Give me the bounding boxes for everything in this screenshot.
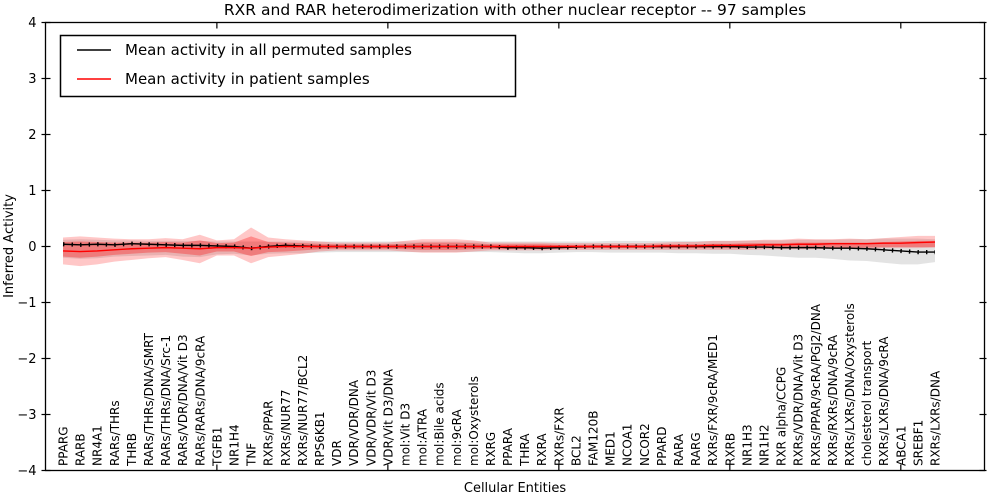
y-tick-label: 4 (28, 16, 36, 31)
x-tick-label: RARG (689, 432, 703, 466)
x-tick-label: RARs/VDR/DNA/Vit D3 (176, 334, 190, 466)
x-tick-label: RARs/RARs/DNA/9cRA (193, 335, 207, 466)
x-tick-label: RXRG (484, 432, 498, 466)
x-tick-label: mol:Oxysterols (467, 376, 481, 466)
x-tick-label: NR1H4 (227, 424, 241, 466)
plot-border (44, 21, 986, 472)
x-tick-label: VDR/Vit D3/DNA (381, 368, 395, 466)
x-tick-label: RPS6KB1 (313, 411, 327, 466)
x-tick-label: TGFB1 (210, 427, 224, 467)
x-tick-label: RXR alpha/CCPG (775, 367, 789, 466)
x-tick-label: RARs/THRs/DNA/Src-1 (159, 335, 173, 466)
x-axis-label: Cellular Entities (464, 481, 566, 496)
x-tick-label: RARA (672, 433, 686, 466)
x-tick-label: NCOA1 (621, 424, 635, 466)
y-tick-label: 0 (28, 240, 36, 255)
y-tick-label: −3 (17, 408, 36, 423)
x-tick-label: RXRs/NUR77/BCL2 (296, 355, 310, 466)
x-tick-label: ABCA1 (894, 426, 908, 466)
legend-label-patient: Mean activity in patient samples (125, 70, 370, 88)
x-tick-label: NCOR2 (638, 423, 652, 466)
x-axis-tick-labels: PPARG RARB NR4A1 RARs/THRs THRB RARs/THRs/DNA… (57, 303, 943, 467)
x-tick-label: mol:Bile acids (433, 382, 447, 466)
x-tick-label: RARs/THRs/DNA/SMRT (142, 332, 156, 466)
x-tick-label: mol:ATRA (416, 408, 430, 466)
x-tick-label: VDR/VDR/DNA (347, 379, 361, 466)
y-tick-label: 2 (28, 128, 36, 143)
x-tick-label: RXRs/PPAR (262, 401, 276, 466)
x-tick-label: RXRs/LXRs/DNA (929, 370, 943, 466)
x-tick-label: NR4A1 (91, 425, 105, 466)
legend-label-permuted: Mean activity in all permuted samples (125, 41, 412, 59)
x-tick-label: NR1H3 (740, 424, 754, 466)
x-tick-label: NR1H2 (758, 424, 772, 466)
y-tick-label: −2 (17, 352, 36, 367)
x-tick-label: MED1 (604, 431, 618, 466)
x-tick-label: RXRs/PPAR/9cRA/PGJ2/DNA (809, 303, 823, 466)
legend-box (59, 34, 517, 98)
x-tick-label: THRA (518, 433, 532, 467)
x-tick-label: PPARA (501, 427, 515, 466)
x-tick-label: RXRA (535, 433, 549, 466)
x-tick-label: cholesterol transport (860, 340, 874, 466)
x-tick-label: RXRs/VDR/DNA/Vit D3 (792, 334, 806, 466)
y-axis-label: Inferred Activity (2, 194, 17, 298)
x-tick-label: RXRB (723, 433, 737, 466)
y-tick-label: 1 (28, 184, 36, 199)
x-tick-label: RXRs/NUR77 (279, 389, 293, 466)
x-tick-label: FAM120B (587, 411, 601, 467)
legend: Mean activity in all permuted samples Me… (59, 34, 517, 98)
x-tick-label: BCL2 (569, 435, 583, 466)
x-tick-label: RARs/THRs (108, 400, 122, 466)
x-axis-major-ticks (216, 22, 902, 471)
x-tick-label: VDR/VDR/Vit D3 (364, 370, 378, 466)
y-tick-label: −4 (17, 464, 36, 479)
chart-title: RXR and RAR heterodimerization with othe… (224, 1, 806, 19)
x-tick-label: RXRs/LXRs/DNA/Oxysterols (843, 303, 857, 466)
x-tick-label: PPARD (655, 427, 669, 467)
y-tick-label: 3 (28, 72, 36, 87)
x-tick-label: RXRs/LXRs/DNA/9cRA (877, 336, 891, 466)
x-tick-label: RXRs/FXR/9cRA/MED1 (706, 334, 720, 466)
x-tick-label: RXRs/FXR (552, 407, 566, 466)
x-tick-label: mol:Vit D3 (398, 403, 412, 466)
x-tick-label: THRB (125, 433, 139, 467)
series-line (62, 241, 936, 253)
series-lines (62, 241, 936, 255)
x-tick-label: PPARG (57, 426, 71, 466)
x-tick-label: TNF (245, 443, 259, 467)
x-tick-label: VDR (330, 440, 344, 466)
y-tick-label: −1 (17, 296, 36, 311)
x-tick-label: mol:9cRA (450, 409, 464, 466)
x-tick-label: RARB (74, 433, 88, 466)
x-tick-label: SREBF1 (911, 420, 925, 466)
x-tick-label: RXRs/RXRs/DNA/9cRA (826, 334, 840, 466)
